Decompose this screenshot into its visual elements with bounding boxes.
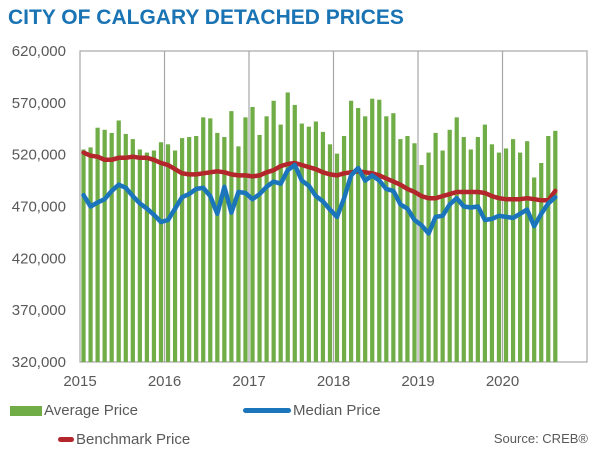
average-price-bar xyxy=(313,121,319,362)
average-price-bar xyxy=(454,117,459,362)
average-price-bar xyxy=(447,129,452,362)
average-price-bar xyxy=(546,136,551,362)
average-price-bar xyxy=(440,150,445,362)
y-tick-label: 320,000 xyxy=(12,354,66,371)
x-tick-label: 2019 xyxy=(401,373,434,390)
average-price-bar xyxy=(391,113,396,362)
average-price-bar xyxy=(419,165,424,362)
average-price-bar xyxy=(165,144,171,362)
legend-benchmark-label: Benchmark Price xyxy=(76,431,191,448)
median-price-line xyxy=(81,162,558,236)
average-price-bar xyxy=(405,136,410,362)
average-price-bar xyxy=(123,133,128,362)
y-tick-label: 370,000 xyxy=(12,302,66,319)
average-price-bars xyxy=(81,92,558,363)
average-price-bar xyxy=(299,123,304,362)
average-price-bar xyxy=(370,98,375,362)
y-tick-label: 520,000 xyxy=(12,147,66,164)
average-price-bar xyxy=(553,130,558,362)
average-price-bar xyxy=(489,144,495,362)
average-price-bar xyxy=(306,126,311,362)
legend-median-label: Median Price xyxy=(293,402,381,419)
chart-title: CITY OF CALGARY DETACHED PRICES xyxy=(8,6,404,29)
average-price-bar xyxy=(172,150,178,362)
average-price-bar xyxy=(356,108,361,363)
average-price-bar xyxy=(285,92,290,362)
x-tick-label: 2017 xyxy=(232,373,265,390)
x-tick-label: 2015 xyxy=(63,373,96,390)
y-tick-label: 620,000 xyxy=(12,43,66,60)
average-price-bar xyxy=(158,142,164,362)
y-tick-label: 420,000 xyxy=(12,250,66,267)
source-note: Source: CREB® xyxy=(493,431,588,446)
benchmark-price-swatch xyxy=(58,437,74,442)
average-price-swatch xyxy=(10,405,42,416)
average-price-bar xyxy=(229,111,234,362)
average-price-bar xyxy=(412,143,417,362)
average-price-bar xyxy=(81,149,86,362)
average-price-bar xyxy=(327,144,333,362)
average-price-bar xyxy=(179,138,185,362)
average-price-bar xyxy=(88,147,93,362)
y-tick-label: 570,000 xyxy=(12,95,66,112)
benchmark-price-line xyxy=(81,150,558,203)
x-tick-label: 2020 xyxy=(486,373,519,390)
average-price-bar xyxy=(525,141,530,362)
average-price-bar xyxy=(257,134,262,362)
median-price-swatch xyxy=(243,408,291,413)
average-price-bar xyxy=(187,137,192,362)
average-price-bar xyxy=(433,132,438,362)
legend-median: Median Price xyxy=(243,402,381,419)
average-price-bar xyxy=(264,116,269,362)
year-dividers xyxy=(163,51,504,362)
average-price-bar xyxy=(341,136,347,362)
average-price-bar xyxy=(320,131,326,362)
average-price-bar xyxy=(130,139,135,362)
legend-average: Average Price xyxy=(10,402,138,419)
average-price-bar xyxy=(215,132,220,362)
average-price-bar xyxy=(278,124,283,362)
average-price-bar xyxy=(208,118,213,362)
average-price-bar xyxy=(426,152,431,362)
average-price-bar xyxy=(363,116,368,362)
average-price-bar xyxy=(151,150,157,362)
x-axis-ticks: 2015 2016 2017 2018 2019 2020 xyxy=(63,373,519,390)
average-price-bar xyxy=(517,152,523,362)
average-price-bar xyxy=(532,177,537,362)
average-price-bar xyxy=(482,124,488,362)
average-price-bar xyxy=(384,116,389,362)
x-tick-label: 2018 xyxy=(317,373,350,390)
y-axis-ticks: 620,000 570,000 520,000 470,000 420,000 370,0… xyxy=(12,43,66,371)
average-price-bar xyxy=(194,136,199,362)
average-price-bar xyxy=(461,137,466,362)
average-price-bar xyxy=(102,129,107,362)
average-price-bar xyxy=(475,137,480,362)
average-price-bar xyxy=(271,100,276,362)
average-price-bar xyxy=(222,137,227,362)
average-price-bar xyxy=(236,146,241,362)
average-price-bar xyxy=(144,152,150,362)
average-price-bar xyxy=(201,117,206,362)
x-tick-label: 2016 xyxy=(148,373,181,390)
average-price-bar xyxy=(250,106,255,362)
average-price-bar xyxy=(292,104,297,362)
average-price-bar xyxy=(510,139,516,362)
average-price-bar xyxy=(116,120,121,362)
average-price-bar xyxy=(95,127,100,362)
y-tick-label: 470,000 xyxy=(12,199,66,216)
legend-benchmark: Benchmark Price xyxy=(58,431,190,448)
legend-average-label: Average Price xyxy=(44,402,138,419)
average-price-bar xyxy=(137,149,142,362)
average-price-bar xyxy=(398,139,403,362)
average-price-bar xyxy=(377,99,382,363)
average-price-bar xyxy=(496,152,502,362)
average-price-bar xyxy=(468,149,473,362)
average-price-bar xyxy=(539,162,544,362)
average-price-bar xyxy=(503,148,509,362)
average-price-bar xyxy=(348,100,354,362)
average-price-bar xyxy=(334,153,340,362)
average-price-bar xyxy=(109,132,114,362)
average-price-bar xyxy=(243,117,248,362)
